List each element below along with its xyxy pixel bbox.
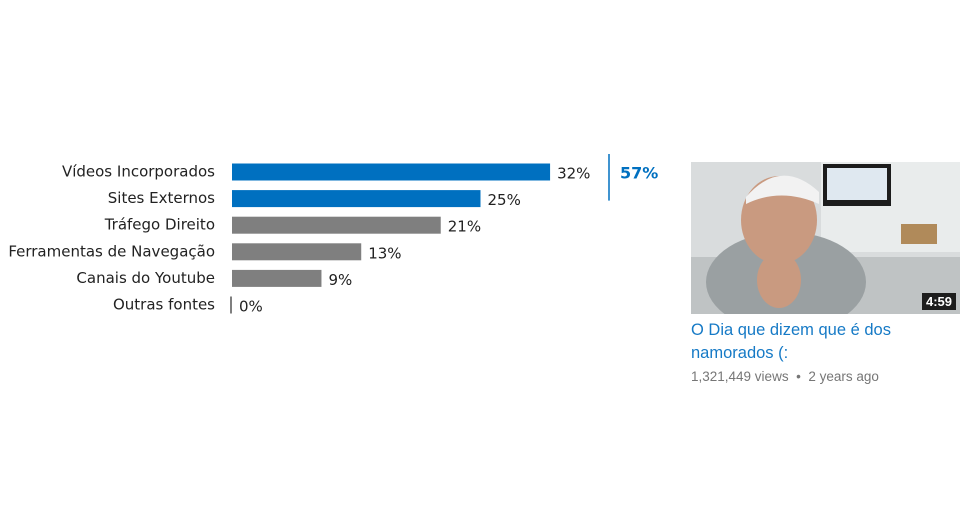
value-label: 32% [557, 165, 590, 183]
video-card[interactable]: 4:59 O Dia que dizem que é dos namorados… [691, 162, 963, 384]
bar [230, 296, 232, 314]
value-label: 0% [239, 298, 263, 316]
category-label: Outras fontes [113, 296, 215, 314]
value-label: 25% [488, 191, 521, 209]
annotation-label: 57% [620, 164, 658, 183]
category-label: Tráfego Direito [104, 216, 215, 234]
thumbnail-image [691, 162, 960, 314]
duration: 4:59 [921, 293, 956, 310]
value-label: 9% [328, 271, 352, 289]
value-label: 13% [368, 244, 401, 262]
age: 2 years ago [808, 369, 879, 384]
chart: Vídeos Incorporados 32% Sites Externos 25% T… [8, 154, 658, 316]
views: 1,321,449 views [691, 369, 789, 384]
video-title[interactable]: O Dia que dizem que é dos namorados (: [691, 321, 891, 362]
bar [232, 269, 322, 287]
category-label: Canais do Youtube [76, 269, 215, 287]
value-label: 21% [448, 218, 481, 236]
category-label: Ferramentas de Navegação [8, 242, 215, 260]
thumbnail[interactable]: 4:59 [691, 162, 960, 314]
bar [232, 163, 551, 181]
bar [232, 216, 441, 234]
category-label: Sites Externos [108, 189, 215, 207]
video-meta: 1,321,449 views • 2 years ago [691, 369, 879, 384]
category-label: Vídeos Incorporados [62, 163, 215, 181]
bar [232, 243, 362, 261]
bar [232, 190, 481, 208]
